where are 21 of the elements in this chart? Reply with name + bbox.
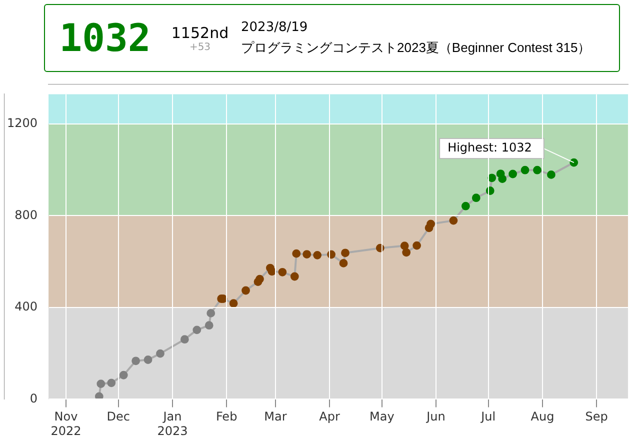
text: プログラミングコンテスト2023夏（Beginner Contest 315） xyxy=(241,38,591,56)
x-tick-label: Jul xyxy=(480,410,496,424)
y-tick-label: 800 xyxy=(14,208,38,222)
text: 2023/8/19 xyxy=(241,20,309,34)
x-tick-label: Sep xyxy=(585,410,608,424)
text: 1152nd xyxy=(170,24,230,42)
x-tick-label: Feb xyxy=(216,410,238,424)
y-tick-label: 0 xyxy=(30,391,38,406)
x-tick-label: Mar xyxy=(264,410,287,424)
y-tick-label: 400 xyxy=(14,300,38,314)
x-tick-label: Apr xyxy=(319,410,340,424)
text: 1032 xyxy=(58,16,152,60)
annotation: Highest: 1032 xyxy=(448,140,532,155)
x-tick-label: Aug xyxy=(530,410,554,424)
x-tick-label: Dec xyxy=(106,410,130,424)
x-tick-label: Nov 2022 xyxy=(50,410,82,438)
x-tick-label: Jun xyxy=(426,410,446,424)
x-tick-label: May xyxy=(369,410,394,424)
y-tick-label: 1200 xyxy=(6,116,38,130)
x-tick-label: Jan 2023 xyxy=(157,410,188,438)
text: +53 xyxy=(188,42,212,52)
